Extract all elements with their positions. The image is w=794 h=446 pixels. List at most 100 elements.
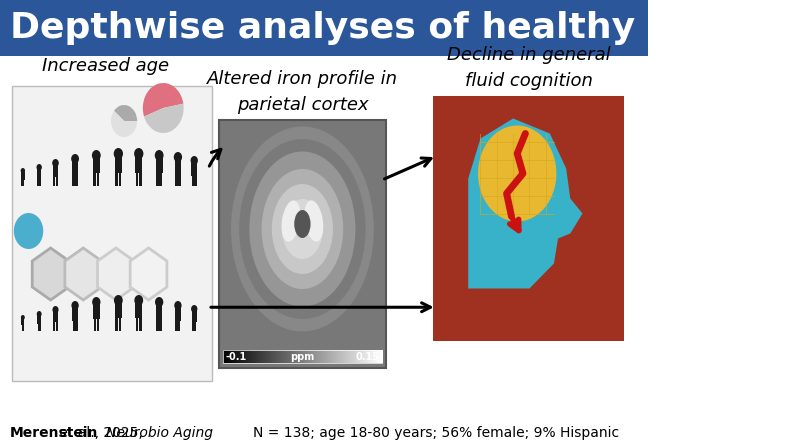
Circle shape <box>21 168 25 173</box>
Bar <box>93 157 100 173</box>
Bar <box>195 174 197 186</box>
Text: N = 138; age 18-80 years; 56% female; 9% Hispanic: N = 138; age 18-80 years; 56% female; 9%… <box>253 426 619 440</box>
Bar <box>118 172 121 186</box>
Bar <box>118 317 121 331</box>
Bar <box>37 315 41 324</box>
Bar <box>12 86 212 381</box>
Bar <box>23 325 24 331</box>
Bar <box>218 120 386 368</box>
Bar <box>192 174 194 186</box>
Bar <box>37 178 39 186</box>
Circle shape <box>92 297 101 307</box>
Bar <box>156 318 159 331</box>
Bar <box>223 350 382 363</box>
Circle shape <box>92 150 101 161</box>
Circle shape <box>174 152 182 162</box>
Bar <box>139 317 141 331</box>
Circle shape <box>52 159 59 167</box>
Bar <box>53 311 58 322</box>
Bar <box>75 320 78 331</box>
Bar <box>195 321 196 331</box>
Circle shape <box>52 306 59 314</box>
Text: Decline in general
fluid cognition: Decline in general fluid cognition <box>447 46 611 90</box>
Circle shape <box>37 164 42 171</box>
Wedge shape <box>144 103 183 133</box>
Bar <box>53 165 58 177</box>
Bar <box>191 162 197 175</box>
Text: ppm: ppm <box>291 351 314 362</box>
Bar <box>21 318 25 326</box>
Ellipse shape <box>282 199 323 259</box>
Bar <box>37 169 41 178</box>
Circle shape <box>71 301 79 310</box>
Bar <box>175 173 178 186</box>
Bar <box>72 320 75 331</box>
Circle shape <box>478 125 557 222</box>
Bar <box>75 174 78 186</box>
Bar <box>97 318 99 331</box>
Bar <box>135 302 142 318</box>
Wedge shape <box>114 105 137 121</box>
Bar <box>136 172 138 186</box>
Wedge shape <box>143 83 183 116</box>
Bar <box>21 325 23 331</box>
Ellipse shape <box>282 200 300 242</box>
Bar <box>156 304 163 319</box>
Bar <box>97 172 99 186</box>
Bar <box>0 0 648 56</box>
Bar <box>114 156 122 173</box>
Polygon shape <box>33 248 69 300</box>
Bar <box>175 320 178 331</box>
Ellipse shape <box>295 210 310 238</box>
Bar <box>56 322 57 331</box>
Circle shape <box>21 315 25 320</box>
Bar <box>21 179 23 186</box>
Bar <box>37 323 39 331</box>
Bar <box>175 307 181 321</box>
Bar <box>94 318 96 331</box>
Polygon shape <box>65 248 102 300</box>
Text: Neurobio Aging: Neurobio Aging <box>106 426 213 440</box>
Circle shape <box>191 156 198 165</box>
Text: -0.1: -0.1 <box>225 351 246 362</box>
Bar <box>175 159 181 174</box>
Ellipse shape <box>231 127 374 331</box>
Text: et al., 2025,: et al., 2025, <box>55 426 147 440</box>
Ellipse shape <box>272 184 333 274</box>
Ellipse shape <box>239 139 366 319</box>
Bar <box>156 172 159 186</box>
Circle shape <box>134 295 143 306</box>
Ellipse shape <box>249 152 356 306</box>
Bar <box>115 317 118 331</box>
Circle shape <box>174 301 182 310</box>
Bar <box>40 178 41 186</box>
Text: 0.15: 0.15 <box>356 351 380 362</box>
Circle shape <box>155 150 164 161</box>
Wedge shape <box>111 111 137 137</box>
Bar <box>53 176 56 186</box>
Bar <box>115 172 118 186</box>
Text: Depthwise analyses of healthy aging: Depthwise analyses of healthy aging <box>10 11 761 45</box>
Bar <box>178 320 180 331</box>
Bar <box>94 172 96 186</box>
Bar <box>53 322 56 331</box>
Circle shape <box>155 297 164 307</box>
Bar <box>72 161 79 175</box>
Bar <box>160 172 162 186</box>
Circle shape <box>114 148 123 159</box>
Circle shape <box>114 295 123 306</box>
Polygon shape <box>130 248 167 300</box>
Bar <box>72 174 75 186</box>
Circle shape <box>13 213 43 249</box>
Text: Altered iron profile in
parietal cortex: Altered iron profile in parietal cortex <box>207 70 398 113</box>
Polygon shape <box>468 119 583 289</box>
Text: Merenstein: Merenstein <box>10 426 98 440</box>
Bar <box>21 172 25 180</box>
Bar <box>23 179 25 186</box>
Bar <box>115 302 121 318</box>
Bar <box>192 321 194 331</box>
Bar <box>178 173 181 186</box>
Bar <box>93 304 99 319</box>
Bar <box>433 96 624 341</box>
Polygon shape <box>98 248 134 300</box>
